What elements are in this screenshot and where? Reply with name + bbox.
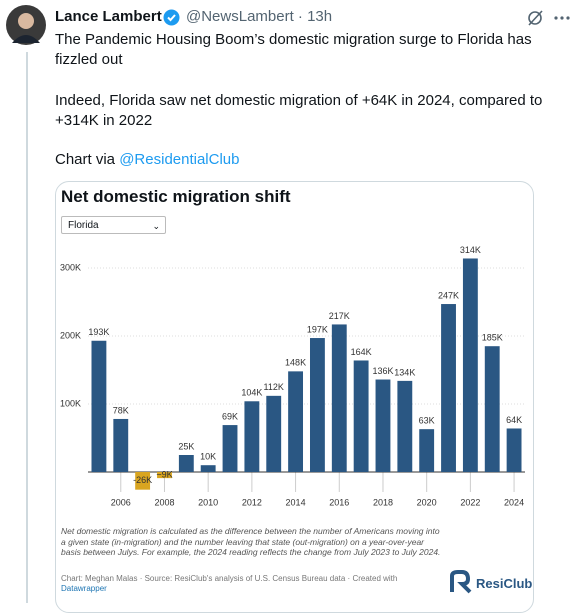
- bar: [244, 401, 260, 472]
- bar: [331, 324, 347, 472]
- avatar[interactable]: [6, 5, 46, 45]
- value-label: -26K: [133, 475, 152, 485]
- value-label: 164K: [351, 347, 372, 357]
- chart-credit: Chart: Meghan Malas · Source: ResiClub's…: [61, 574, 431, 594]
- x-tick-label: 2022: [460, 497, 480, 507]
- logo-text: ResiClub: [476, 576, 533, 591]
- y-tick-label: 200K: [60, 330, 81, 340]
- credit-link[interactable]: Datawrapper: [61, 584, 107, 593]
- value-label: 112K: [264, 382, 284, 392]
- tweet-icons[interactable]: [526, 8, 576, 28]
- value-label: 197K: [307, 324, 328, 334]
- bar: [419, 429, 435, 472]
- value-label: 247K: [438, 290, 459, 300]
- value-label: 136K: [372, 366, 393, 376]
- value-label: 217K: [329, 311, 350, 321]
- bar: [397, 380, 413, 472]
- value-label: 63K: [419, 416, 435, 426]
- value-label: 25K: [178, 441, 194, 451]
- bar: [91, 340, 107, 472]
- x-tick-label: 2010: [198, 497, 218, 507]
- x-tick-label: 2008: [154, 497, 174, 507]
- credit-text: Chart: Meghan Malas · Source: ResiClub's…: [61, 574, 398, 583]
- author[interactable]: Lance Lambert: [55, 8, 162, 25]
- chart-title: Net domestic migration shift: [61, 187, 291, 206]
- bar: [178, 455, 194, 472]
- bar: [309, 338, 325, 472]
- value-label: 193K: [88, 327, 109, 337]
- dropdown[interactable]: Florida ⌄: [61, 216, 166, 234]
- x-tick-label: 2024: [504, 497, 524, 507]
- tweet-paragraph: Indeed, Florida saw net domestic migrati…: [55, 92, 543, 129]
- thread-line: [26, 52, 28, 603]
- dropdown-value: Florida: [68, 220, 99, 231]
- bar: [200, 465, 216, 472]
- bar: [135, 472, 151, 490]
- bar: [222, 425, 238, 472]
- chart-via-text: Chart via: [55, 151, 116, 168]
- y-tick-label: 100K: [60, 398, 81, 408]
- handle-time: @NewsLambert · 13h: [186, 8, 333, 25]
- bar: [484, 346, 500, 472]
- value-label: −9K: [156, 469, 172, 479]
- bar: [441, 304, 456, 472]
- bar: [375, 379, 391, 472]
- chart: 100K 200K 300K 2006 2008 2010 2012 2014 2016 2018…: [60, 245, 525, 507]
- x-tick-label: 2016: [329, 497, 349, 507]
- bar: [157, 472, 172, 479]
- tweet-paragraph: The Pandemic Housing Boom’s domestic mig…: [55, 31, 532, 68]
- bar: [288, 371, 304, 472]
- value-label: 314K: [460, 245, 481, 255]
- mention[interactable]: @ResidentialClub: [119, 151, 240, 168]
- bar: [506, 428, 522, 472]
- bar: [353, 360, 369, 472]
- x-tick-label: 2014: [286, 497, 306, 507]
- y-tick-label: 300K: [60, 262, 81, 272]
- value-label: 134K: [394, 367, 415, 377]
- value-label: 10K: [200, 452, 216, 462]
- value-label: 104K: [241, 388, 262, 398]
- x-tick-label: 2020: [417, 497, 437, 507]
- value-label: 78K: [113, 405, 129, 415]
- chart-note: Net domestic migration is calculated as …: [61, 526, 441, 557]
- value-label: 185K: [482, 333, 503, 343]
- logo-icon: [450, 570, 472, 594]
- x-tick-label: 2018: [373, 497, 393, 507]
- bar: [113, 418, 129, 472]
- chart-via: Chart via @ResidentialClub: [55, 150, 240, 170]
- value-label: 148K: [285, 358, 306, 368]
- value-label: 64K: [506, 415, 522, 425]
- verified-badge: [163, 9, 180, 26]
- bar: [462, 258, 478, 472]
- x-tick-label: 2012: [242, 497, 262, 507]
- bar: [266, 395, 282, 472]
- value-label: 69K: [222, 411, 238, 421]
- x-tick-label: 2006: [111, 497, 131, 507]
